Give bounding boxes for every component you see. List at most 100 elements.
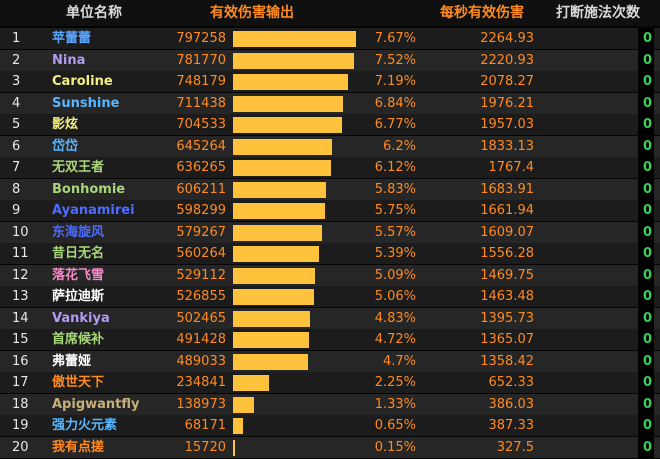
damage-total: 645264 <box>176 138 226 154</box>
rank-number: 17 <box>12 375 29 390</box>
column-header-dps[interactable]: 每秒有效伤害 <box>440 5 524 21</box>
interrupt-cell-bg <box>638 436 654 458</box>
table-row[interactable]: 16 弗蕾娅 489033 4.7% 1358.42 0 <box>0 350 660 372</box>
damage-percent: 0.65% <box>374 418 416 433</box>
interrupt-cell-bg <box>638 157 654 178</box>
damage-per-second: 652.33 <box>488 375 535 390</box>
unit-name[interactable]: 落花飞雪 <box>52 267 105 283</box>
damage-percent: 4.7% <box>382 353 416 369</box>
damage-bar-track <box>233 181 356 198</box>
unit-name[interactable]: 无双王者 <box>52 160 105 175</box>
interrupt-count: 0 <box>642 246 652 261</box>
unit-name[interactable]: 东海旋风 <box>52 224 105 240</box>
rank-number: 13 <box>12 289 29 304</box>
table-row[interactable]: 13 萨拉迪斯 526855 5.06% 1463.48 0 <box>0 286 660 307</box>
table-row[interactable]: 2 Nina 781770 7.52% 2220.93 0 <box>0 49 660 71</box>
unit-name[interactable]: 苹蕾蕾 <box>52 31 92 46</box>
rank-number: 20 <box>12 439 29 455</box>
interrupt-cell-bg <box>638 350 654 372</box>
interrupt-cell-bg <box>638 71 654 92</box>
table-row[interactable]: 6 岱岱 645264 6.2% 1833.13 0 <box>0 135 660 157</box>
interrupt-count: 0 <box>642 181 652 197</box>
table-row[interactable]: 11 昔日无名 560264 5.39% 1556.28 0 <box>0 243 660 264</box>
damage-total: 781770 <box>176 52 226 68</box>
unit-name[interactable]: 傲世天下 <box>52 375 105 390</box>
interrupt-count: 0 <box>642 117 652 132</box>
interrupt-count: 0 <box>642 52 652 68</box>
unit-name[interactable]: 我有点搓 <box>52 439 105 455</box>
damage-percent: 6.84% <box>374 95 416 111</box>
damage-per-second: 1976.21 <box>480 95 534 111</box>
interrupt-cell-bg <box>638 135 654 157</box>
damage-per-second: 1469.75 <box>480 267 534 283</box>
column-header-unit-name[interactable]: 单位名称 <box>66 5 122 21</box>
damage-share-bar <box>233 52 354 69</box>
unit-name[interactable]: Vankiya <box>52 310 110 326</box>
damage-bar-track <box>233 439 356 456</box>
damage-share-bar <box>233 375 270 391</box>
table-row[interactable]: 19 强力火元素 68171 0.65% 387.33 0 <box>0 415 660 436</box>
table-row[interactable]: 3 Caroline 748179 7.19% 2078.27 0 <box>0 71 660 92</box>
unit-name[interactable]: 岱岱 <box>52 138 79 154</box>
table-row[interactable]: 8 Bonhomie 606211 5.83% 1683.91 0 <box>0 178 660 200</box>
damage-total: 748179 <box>176 74 226 89</box>
damage-total: 606211 <box>176 181 226 197</box>
unit-name[interactable]: Bonhomie <box>52 181 126 197</box>
table-row[interactable]: 12 落花飞雪 529112 5.09% 1469.75 0 <box>0 264 660 286</box>
interrupt-cell-bg <box>638 415 654 436</box>
table-row[interactable]: 14 Vankiya 502465 4.83% 1395.73 0 <box>0 307 660 329</box>
interrupt-cell-bg <box>638 178 654 200</box>
table-row[interactable]: 5 影炫 704533 6.77% 1957.03 0 <box>0 114 660 135</box>
unit-name[interactable]: 首席候补 <box>52 332 105 347</box>
unit-name[interactable]: 强力火元素 <box>52 418 118 433</box>
damage-total: 797258 <box>176 31 226 46</box>
unit-name[interactable]: Apigwantfly <box>52 396 140 412</box>
table-row[interactable]: 1 苹蕾蕾 797258 7.67% 2264.93 0 <box>0 28 660 49</box>
rank-number: 19 <box>12 418 29 433</box>
damage-total: 526855 <box>176 289 226 304</box>
interrupt-cell-bg <box>638 221 654 243</box>
table-row[interactable]: 17 傲世天下 234841 2.25% 652.33 0 <box>0 372 660 393</box>
unit-name[interactable]: Caroline <box>52 74 113 89</box>
table-row[interactable]: 4 Sunshine 711438 6.84% 1976.21 0 <box>0 92 660 114</box>
table-row[interactable]: 15 首席候补 491428 4.72% 1365.07 0 <box>0 329 660 350</box>
interrupt-count: 0 <box>642 332 652 347</box>
unit-name[interactable]: Ayanamirei <box>52 203 135 218</box>
damage-bar-track <box>233 418 356 434</box>
damage-share-bar <box>233 160 332 176</box>
rank-number: 8 <box>12 181 21 197</box>
unit-name[interactable]: Sunshine <box>52 95 120 111</box>
damage-share-bar <box>233 396 255 413</box>
damage-percent: 7.19% <box>374 74 416 89</box>
interrupt-cell-bg <box>638 264 654 286</box>
damage-share-bar <box>233 74 349 90</box>
interrupt-cell-bg <box>638 49 654 71</box>
table-row[interactable]: 10 东海旋风 579267 5.57% 1609.07 0 <box>0 221 660 243</box>
unit-name[interactable]: 昔日无名 <box>52 246 105 261</box>
table-row[interactable]: 9 Ayanamirei 598299 5.75% 1661.94 0 <box>0 200 660 221</box>
table-row[interactable]: 7 无双王者 636265 6.12% 1767.4 0 <box>0 157 660 178</box>
rank-number: 1 <box>12 31 21 46</box>
damage-per-second: 1609.07 <box>480 224 534 240</box>
damage-per-second: 1358.42 <box>480 353 534 369</box>
unit-name[interactable]: 弗蕾娅 <box>52 353 92 369</box>
unit-name[interactable]: Nina <box>52 52 86 68</box>
column-header-interrupts[interactable]: 打断施法次数 <box>556 5 640 21</box>
column-header-effective-damage[interactable]: 有效伤害输出 <box>210 5 294 21</box>
unit-name[interactable]: 萨拉迪斯 <box>52 289 105 304</box>
damage-percent: 0.15% <box>374 439 416 455</box>
interrupt-count: 0 <box>642 310 652 326</box>
damage-total: 636265 <box>176 160 226 175</box>
damage-percent: 1.33% <box>374 396 416 412</box>
table-row[interactable]: 18 Apigwantfly 138973 1.33% 386.03 0 <box>0 393 660 415</box>
interrupt-cell-bg <box>638 372 654 393</box>
damage-bar-track <box>233 31 356 47</box>
unit-name[interactable]: 影炫 <box>52 117 79 132</box>
table-row[interactable]: 20 我有点搓 15720 0.15% 327.5 0 <box>0 436 660 458</box>
rank-number: 15 <box>12 332 29 347</box>
damage-per-second: 1767.4 <box>488 160 535 175</box>
damage-per-second: 386.03 <box>488 396 535 412</box>
damage-bar-track <box>233 160 356 176</box>
damage-per-second: 2078.27 <box>480 74 534 89</box>
